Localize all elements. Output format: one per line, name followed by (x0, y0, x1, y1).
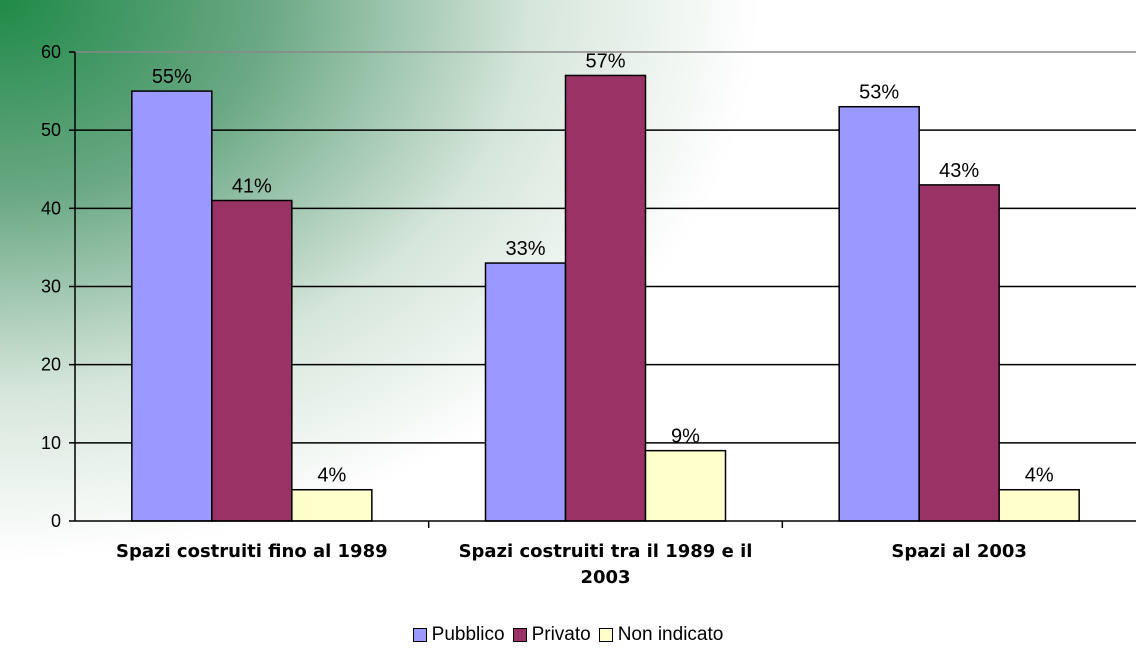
y-tick-label: 60 (41, 42, 61, 62)
bar (484, 262, 567, 522)
bar-chart: 0 10 20 30 40 50 60 55% 41% 4% 33% 57% 9% 53% 43% 4% S… (0, 0, 1136, 610)
bar (644, 449, 727, 522)
category-label: Spazi costruiti tra il 1989 e il (459, 541, 753, 562)
data-label: 33% (505, 238, 545, 260)
y-tick-label: 10 (41, 433, 61, 453)
category-label: Spazi costruiti fino al 1989 (116, 541, 388, 562)
legend: Pubblico Privato Non indicato (0, 624, 1136, 646)
legend-swatch (598, 628, 613, 642)
legend-item: Pubblico (412, 624, 505, 646)
data-label: 9% (671, 426, 700, 448)
bar (131, 90, 213, 522)
data-label: 4% (1025, 465, 1054, 487)
legend-item: Privato (512, 624, 591, 646)
y-tick-labels: 0 10 20 30 40 50 60 (41, 42, 61, 531)
data-label: 41% (232, 176, 272, 198)
legend-swatch (512, 628, 527, 642)
data-label: 43% (939, 160, 979, 182)
data-label: 55% (152, 66, 192, 88)
axes (69, 51, 1136, 528)
y-tick-label: 40 (41, 198, 61, 218)
y-tick-label: 50 (41, 120, 61, 140)
bar (564, 74, 647, 522)
bar (998, 488, 1080, 522)
data-label: 57% (585, 50, 625, 72)
bar (211, 199, 293, 522)
y-tick-label: 20 (41, 355, 61, 375)
data-label: 53% (859, 82, 899, 104)
legend-label: Privato (531, 624, 591, 645)
category-label: 2003 (580, 567, 630, 588)
data-labels: 55% 41% 4% 33% 57% 9% 53% 43% 4% (152, 50, 1054, 486)
data-label: 4% (317, 465, 346, 487)
y-tick-label: 0 (51, 511, 61, 531)
category-label: Spazi al 2003 (891, 541, 1027, 562)
legend-label: Non indicato (617, 624, 724, 645)
legend-item: Non indicato (598, 624, 724, 646)
legend-label: Pubblico (431, 624, 505, 645)
bar (291, 488, 373, 522)
bar (918, 184, 1000, 522)
bar (838, 105, 920, 522)
legend-swatch (412, 628, 427, 642)
bars (131, 74, 1080, 522)
y-tick-label: 30 (41, 277, 61, 297)
category-labels: Spazi costruiti fino al 1989 Spazi costru… (116, 541, 1027, 588)
